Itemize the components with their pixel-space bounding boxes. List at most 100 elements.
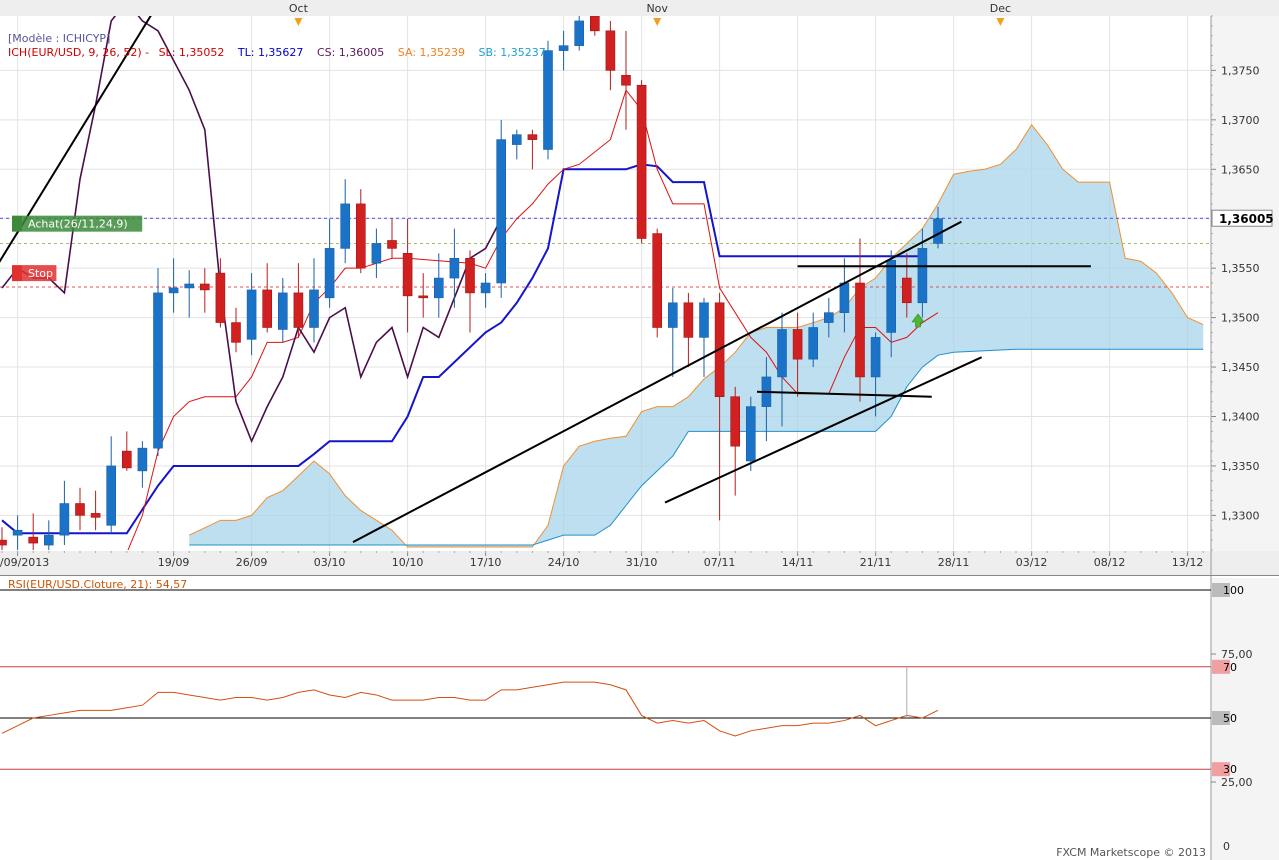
price-tick-label: 1,3500: [1221, 312, 1260, 325]
candle-bullish: [433, 277, 444, 299]
month-bar: [0, 0, 1279, 16]
date-axis-bar: [0, 551, 1279, 575]
candle-bullish: [667, 302, 678, 328]
date-tick-label: 03/10: [314, 556, 346, 569]
date-tick-label: 31/10: [626, 556, 658, 569]
price-tick-label: 1,3550: [1221, 262, 1260, 275]
price-axis-panel: [1211, 16, 1279, 551]
candle-bullish: [371, 243, 382, 264]
template-label: [Modèle : ICHICYP]: [8, 32, 110, 45]
rsi-level-badge: [1212, 583, 1230, 597]
legend-tl: TL: 1,35627: [237, 46, 304, 59]
month-label: Dec: [990, 2, 1011, 15]
kijun-line: [1, 163, 923, 535]
candle-bullish: [699, 302, 709, 338]
candle-bullish: [184, 283, 194, 289]
marker-label: Stop: [28, 267, 53, 280]
marker-label-bg: [22, 265, 57, 282]
indicator-label: ICH(EUR/USD, 9, 26, 52) -: [8, 46, 149, 59]
date-tick-label: 17/10: [470, 556, 502, 569]
date-tick-label: 13/12: [1172, 556, 1204, 569]
date-tick-label: 10/10: [392, 556, 424, 569]
reference-levels: [0, 217, 1211, 288]
date-tick-label: 14/11: [782, 556, 814, 569]
candle-bearish: [621, 75, 631, 86]
month-axis: Oct Nov Dec: [289, 2, 1011, 26]
candle-bullish: [43, 534, 54, 546]
date-tick-label: 24/10: [548, 556, 580, 569]
candle-bearish: [605, 30, 616, 71]
candle-bullish: [106, 465, 116, 526]
candle-bullish: [745, 406, 756, 462]
price-axis: 1,3300 1,3350 1,3400 1,3450 1,3500 1,3550 1,36…: [1211, 15, 1274, 551]
current-price-box: [1211, 209, 1273, 227]
rsi-title: RSI(EUR/USD.Cloture, 21): 54,57: [8, 578, 187, 591]
candle-bullish: [823, 312, 834, 323]
chikou-line: [1, 16, 502, 444]
rsi-series: [1, 681, 939, 737]
trendline: [664, 356, 983, 504]
senkou-a-line: [188, 123, 1204, 548]
candle-bullish: [886, 259, 897, 333]
marker-label-bg: [22, 215, 143, 232]
indicator-legend: ICH(EUR/USD, 9, 26, 52) - SL: 1,35052 TL…: [8, 46, 546, 59]
trendlines: [0, 16, 1091, 543]
candle-bearish: [730, 396, 741, 447]
candle-bearish: [901, 277, 912, 304]
trade-markers: Achat(26/11,24,9) Stop: [12, 215, 143, 282]
candle-bullish: [777, 329, 787, 378]
candle-bearish: [589, 16, 600, 32]
candle-bearish: [387, 240, 397, 249]
price-tick-label: 1,3750: [1221, 64, 1260, 77]
candle-bullish: [870, 337, 881, 378]
trendline: [352, 220, 962, 543]
rsi-tick-label: 75,00: [1221, 648, 1253, 661]
month-label: Oct: [289, 2, 309, 15]
candle-bearish: [636, 84, 647, 239]
date-tick-label: 28/11: [938, 556, 970, 569]
candle-bearish: [231, 322, 241, 343]
candle-bullish: [340, 203, 351, 249]
date-tick-label: 26/09: [236, 556, 268, 569]
candle-bullish: [543, 50, 553, 150]
month-marker-icon: [996, 18, 1005, 26]
date-tick-label: 21/11: [860, 556, 892, 569]
candle-bearish: [355, 203, 366, 269]
candle-bearish: [683, 302, 694, 338]
candle-bearish: [90, 513, 101, 518]
candle-bearish: [652, 233, 663, 328]
rsi-level-badge: [1212, 711, 1230, 725]
marker-tab: [12, 265, 22, 282]
date-tick-label: 19/09: [158, 556, 190, 569]
candle-bullish: [496, 139, 507, 284]
candle-bullish: [59, 503, 70, 536]
date-axis: 04/09/2013 19/09 26/09 03/10 10/10 17/10 24/10…: [0, 551, 1204, 569]
legend-sb: SB: 1,35237: [479, 46, 546, 59]
buy-signal-arrow-icon: [911, 313, 925, 328]
price-tick-label: 1,3300: [1221, 509, 1260, 522]
candle-bearish: [402, 253, 413, 297]
candle-bearish: [418, 295, 429, 299]
rsi-tick-label: 0: [1223, 840, 1230, 853]
candle-bullish: [153, 292, 163, 449]
candle-bearish: [527, 134, 538, 140]
rsi-tick-label: 25,00: [1221, 776, 1253, 789]
rsi-level-label: 100: [1223, 584, 1244, 597]
candle-bullish: [309, 289, 319, 328]
candle-bearish: [293, 292, 304, 328]
candle-bullish: [246, 289, 257, 340]
candle-bullish: [839, 282, 850, 313]
candle-bearish: [122, 450, 132, 469]
marker-label: Achat(26/11,24,9): [28, 218, 128, 231]
candle-bullish: [324, 248, 335, 299]
candle-bearish: [465, 257, 475, 294]
candle-bearish: [200, 283, 210, 291]
candle-bearish: [855, 282, 865, 378]
candle-bullish: [480, 282, 491, 294]
candle-bullish: [449, 257, 460, 279]
rsi-line: [1, 666, 939, 737]
candle-bullish: [137, 447, 148, 472]
cloud-fill: [189, 124, 1204, 548]
candle-bearish: [28, 536, 39, 544]
